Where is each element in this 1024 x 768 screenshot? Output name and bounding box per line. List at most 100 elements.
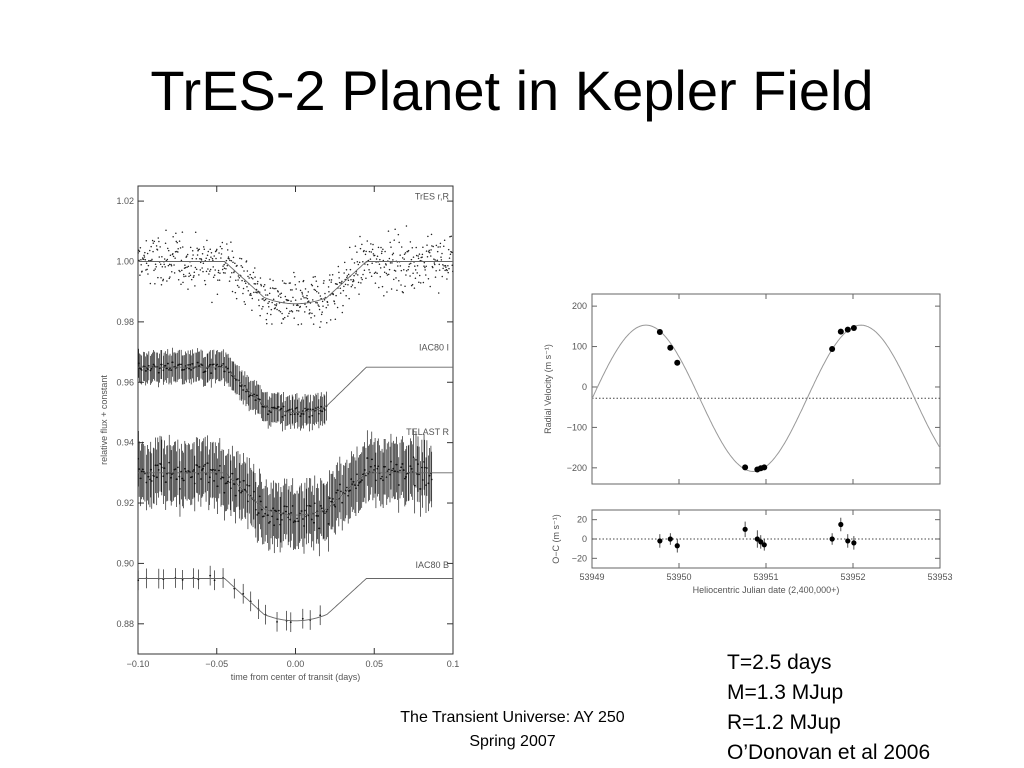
data-point xyxy=(365,250,367,253)
data-point xyxy=(282,318,285,320)
data-point xyxy=(251,297,254,300)
x-tick-label: 0.05 xyxy=(365,659,383,669)
data-point xyxy=(400,269,403,272)
data-point xyxy=(320,405,323,408)
data-point xyxy=(430,478,433,481)
data-point xyxy=(378,286,380,289)
course-term: Spring 2007 xyxy=(469,733,556,750)
data-point xyxy=(326,301,329,303)
data-point xyxy=(316,290,318,293)
data-point xyxy=(381,475,383,478)
data-point xyxy=(328,497,331,499)
data-point xyxy=(167,249,170,252)
data-point xyxy=(343,272,345,274)
data-point xyxy=(190,475,193,478)
data-point xyxy=(264,298,267,301)
data-point xyxy=(269,278,271,280)
data-point xyxy=(345,269,348,271)
data-point xyxy=(299,512,301,515)
data-point xyxy=(361,243,363,246)
data-point xyxy=(204,370,207,373)
data-point xyxy=(144,370,147,372)
x-tick-label: 53952 xyxy=(840,572,865,582)
data-point xyxy=(242,292,244,295)
data-point xyxy=(313,288,315,291)
data-point xyxy=(274,307,277,309)
data-point xyxy=(252,271,255,274)
data-point xyxy=(181,231,184,233)
data-point xyxy=(375,258,378,260)
data-point xyxy=(421,479,424,481)
data-point xyxy=(294,284,297,286)
data-point xyxy=(167,247,169,250)
data-point xyxy=(232,261,234,264)
data-point xyxy=(214,368,217,370)
data-point xyxy=(257,299,260,301)
data-point xyxy=(349,268,352,271)
data-point xyxy=(149,369,152,372)
data-point xyxy=(202,270,204,273)
data-point xyxy=(275,303,278,305)
data-point xyxy=(168,263,171,266)
data-point xyxy=(205,473,207,475)
data-point xyxy=(187,288,189,290)
data-point xyxy=(283,505,286,508)
data-point xyxy=(230,259,233,262)
data-point xyxy=(170,476,173,479)
data-point xyxy=(302,295,304,297)
data-point xyxy=(179,247,182,249)
data-point xyxy=(393,269,396,272)
data-point xyxy=(414,277,417,279)
data-point xyxy=(422,281,425,284)
data-point xyxy=(237,275,240,277)
data-point xyxy=(331,274,334,276)
data-point xyxy=(359,235,361,238)
data-point xyxy=(425,274,427,276)
data-point xyxy=(438,269,441,271)
data-point xyxy=(357,263,360,266)
data-point xyxy=(147,264,150,267)
data-point xyxy=(225,259,228,262)
data-point xyxy=(145,262,148,264)
data-point xyxy=(177,248,179,250)
data-point xyxy=(213,255,215,257)
data-point xyxy=(186,253,189,256)
data-point xyxy=(304,288,307,290)
data-point xyxy=(437,246,439,248)
data-point xyxy=(427,482,430,485)
data-point xyxy=(392,259,394,261)
data-point xyxy=(152,242,155,244)
data-point xyxy=(256,283,259,285)
data-point xyxy=(318,305,320,307)
data-point xyxy=(409,262,412,265)
data-point xyxy=(300,298,302,300)
data-point xyxy=(345,295,347,297)
data-point xyxy=(325,510,328,513)
data-point xyxy=(230,241,232,243)
data-point xyxy=(358,481,361,484)
data-point xyxy=(374,271,377,273)
data-point xyxy=(448,267,450,270)
data-point xyxy=(212,276,215,279)
data-point xyxy=(272,298,275,300)
data-point xyxy=(260,283,262,286)
data-point xyxy=(141,468,144,471)
data-point xyxy=(259,398,261,401)
data-point xyxy=(417,255,419,257)
period-fact: T=2.5 days xyxy=(727,651,832,674)
slide-title: TrES-2 Planet in Kepler Field xyxy=(150,59,874,122)
data-point xyxy=(260,284,263,287)
data-point xyxy=(414,265,416,267)
x-axis-label: Heliocentric Julian date (2,400,000+) xyxy=(693,585,840,595)
data-point xyxy=(252,277,254,280)
data-point xyxy=(405,225,408,227)
data-point xyxy=(258,304,260,307)
slide-footer: The Transient Universe: AY 250 Spring 20… xyxy=(340,706,685,754)
data-point xyxy=(209,248,211,250)
data-point xyxy=(244,282,247,285)
data-point xyxy=(287,299,290,302)
data-point xyxy=(180,363,183,366)
data-point xyxy=(280,296,282,299)
data-point xyxy=(304,509,306,512)
data-point xyxy=(145,269,147,271)
